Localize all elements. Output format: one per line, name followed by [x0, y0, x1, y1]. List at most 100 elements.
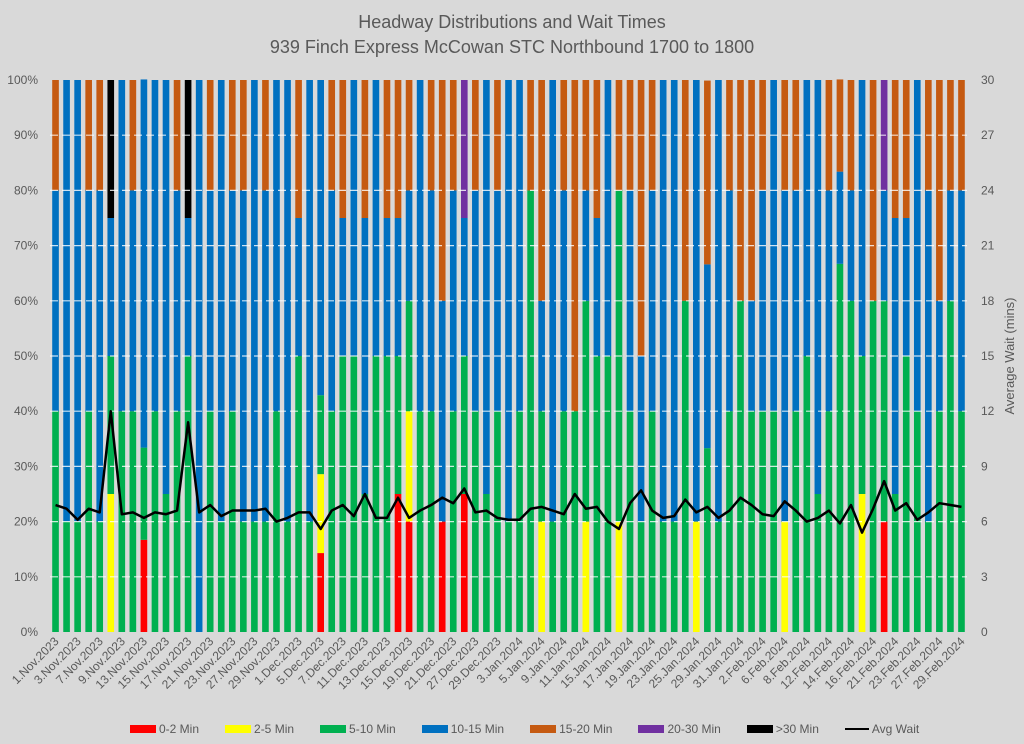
legend-swatch	[320, 725, 347, 733]
y2-tick-label: 0	[981, 625, 988, 639]
bar-segment	[560, 80, 568, 191]
bar-segment	[460, 356, 468, 494]
bar-segment	[438, 300, 446, 522]
bar-segment	[604, 356, 612, 632]
y2-tick-label: 6	[981, 515, 988, 529]
legend-item: 20-30 Min	[638, 722, 721, 736]
bar-segment	[383, 80, 391, 218]
bar-segment	[549, 80, 557, 522]
bar-segment	[836, 171, 844, 264]
bar-segment	[560, 190, 568, 412]
bar-segment	[538, 300, 545, 412]
bar-segment	[693, 80, 700, 522]
bar-segment	[140, 447, 148, 540]
bar-segment	[107, 218, 115, 356]
bar-segment	[715, 521, 722, 632]
bar-segment	[836, 79, 844, 172]
bar-segment	[460, 494, 468, 632]
legend-label: 20-30 Min	[667, 722, 721, 736]
bar-segment	[836, 263, 844, 632]
bar-segment	[107, 494, 115, 632]
legend-swatch	[530, 725, 557, 733]
bar-segment	[427, 80, 435, 191]
bar-segment	[803, 80, 811, 356]
y-tick-label: 90%	[14, 128, 38, 142]
y2-tick-label: 3	[981, 570, 988, 584]
bar-segment	[858, 494, 866, 632]
bar-segment	[118, 411, 126, 632]
bar-segment	[107, 356, 115, 494]
bar-segment	[339, 218, 347, 356]
bar-segment	[405, 80, 413, 191]
bar-segment	[958, 80, 965, 191]
bar-segment	[693, 521, 700, 632]
bar-segment	[902, 218, 910, 356]
bar-segment	[902, 356, 910, 632]
legend-swatch	[746, 725, 773, 733]
legend-item: 5-10 Min	[320, 722, 396, 736]
y-tick-label: 100%	[7, 73, 38, 87]
legend-label: 0-2 Min	[159, 722, 200, 736]
legend-swatch	[638, 725, 665, 733]
bar-segment	[958, 190, 965, 412]
bar-segment	[858, 80, 866, 356]
bar-segment	[151, 80, 159, 412]
bar-segment	[361, 494, 369, 632]
bar-segment	[438, 521, 446, 632]
y2-axis-label: Average Wait (mins)	[1002, 297, 1017, 414]
bar-segment	[902, 80, 910, 218]
bar-segment	[107, 80, 115, 218]
y-tick-label: 80%	[14, 183, 38, 197]
y-tick-label: 20%	[14, 515, 38, 529]
bar-segment	[637, 80, 645, 356]
bar-segment	[140, 539, 148, 632]
bar-segment	[405, 521, 413, 632]
bar-segment	[715, 80, 722, 522]
bar-segment	[427, 190, 435, 412]
bar-segment	[350, 80, 358, 356]
y-tick-label: 60%	[14, 294, 38, 308]
bar-segment	[593, 218, 601, 356]
bar-segment	[405, 411, 413, 522]
legend-label: 2-5 Min	[254, 722, 295, 736]
bar-segment	[416, 411, 424, 632]
legend-label: Avg Wait	[871, 722, 920, 736]
bar-segment	[681, 300, 689, 632]
legend-item: >30 Min	[746, 722, 819, 736]
y-tick-label: 40%	[14, 404, 38, 418]
bar-segment	[284, 80, 291, 522]
bar-segment	[317, 474, 324, 554]
bar-segment	[858, 356, 866, 494]
bar-segment	[825, 80, 833, 191]
y2-tick-label: 30	[981, 73, 995, 87]
bar-segment	[483, 494, 490, 632]
y2-tick-label: 12	[981, 404, 995, 418]
bar-segment	[416, 80, 424, 412]
bar-segment	[704, 80, 711, 265]
bar-segment	[162, 80, 170, 494]
bar-segment	[118, 80, 126, 412]
legend-item: 15-20 Min	[530, 722, 612, 736]
bar-segment	[317, 395, 324, 475]
bar-segment	[162, 494, 170, 632]
y-tick-label: 70%	[14, 239, 38, 253]
y2-tick-label: 24	[981, 183, 995, 197]
bar-segment	[184, 356, 192, 632]
bar-segment	[593, 356, 601, 632]
legend-item: 10-15 Min	[421, 722, 504, 736]
legend-label: >30 Min	[775, 722, 819, 736]
bar-segment	[847, 80, 855, 191]
bar-segment	[825, 190, 833, 412]
bar-segment	[825, 411, 833, 632]
bar-segment	[637, 356, 645, 522]
bar-segment	[372, 356, 380, 632]
bar-segment	[803, 356, 811, 632]
bar-segment	[891, 494, 899, 632]
y-tick-label: 50%	[14, 349, 38, 363]
bar-segment	[273, 80, 280, 412]
chart-title: Headway Distributions and Wait Times	[358, 12, 666, 32]
y2-tick-label: 15	[981, 349, 995, 363]
bar-segment	[538, 411, 545, 522]
bar-segment	[847, 190, 855, 301]
